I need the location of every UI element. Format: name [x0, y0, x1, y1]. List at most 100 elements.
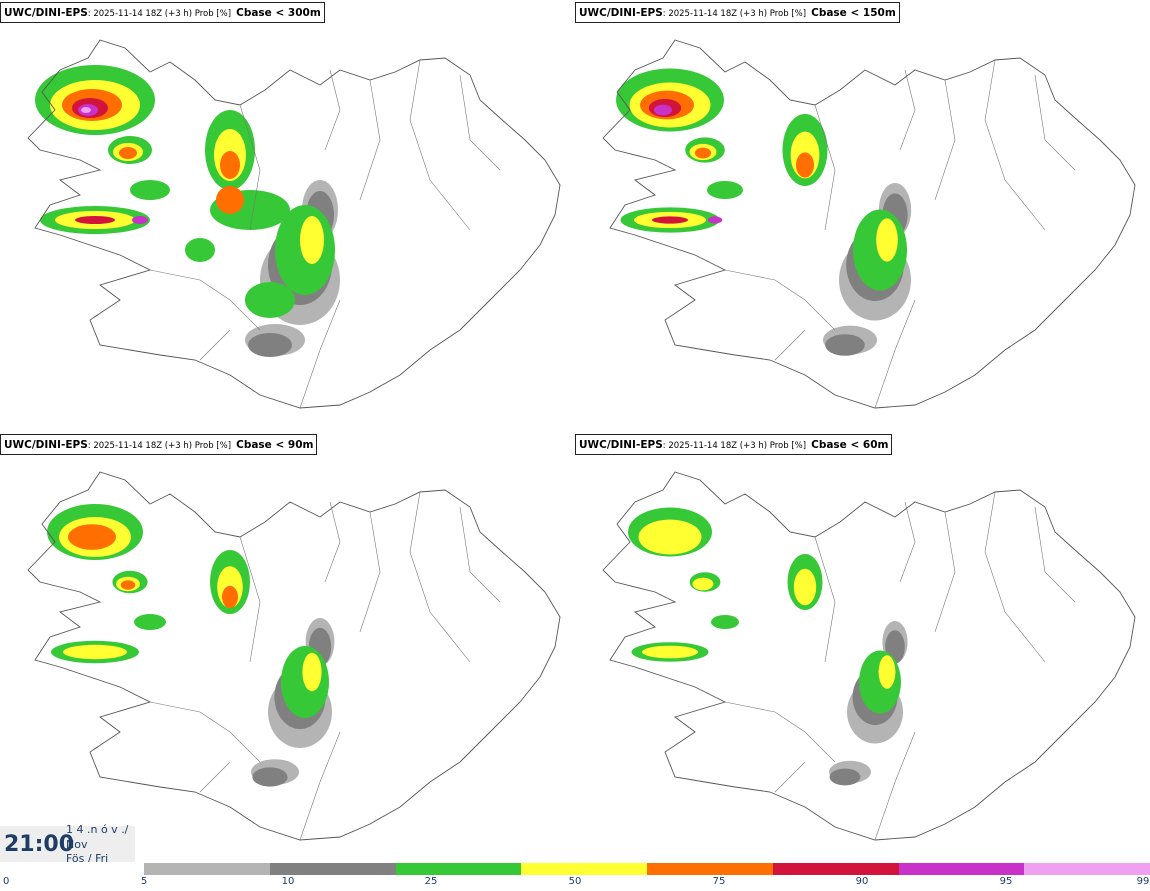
legend-tick-label: 90: [855, 876, 869, 887]
legend-tick-label: 5: [140, 876, 148, 887]
coastline: [602, 471, 1136, 841]
region-border: [239, 104, 261, 231]
legend-swatch: [521, 863, 647, 875]
region-border: [409, 59, 471, 231]
field-name: Cbase < 60m: [811, 439, 889, 451]
panel-top-left: UWC/DINI-EPS: 2025-11-14 18Z (+3 h) Prob…: [0, 0, 575, 432]
probability-area: [130, 180, 170, 200]
region-border: [934, 511, 956, 633]
field-name: Cbase < 150m: [811, 7, 896, 19]
region-border: [459, 506, 501, 603]
probability-area: [134, 614, 166, 630]
probability-area: [711, 615, 739, 629]
region-border: [149, 701, 261, 763]
legend-tick-label: 10: [281, 876, 295, 887]
coastline: [27, 39, 561, 409]
panel-title: UWC/DINI-EPS: 2025-11-14 18Z (+3 h) Prob…: [0, 434, 318, 455]
probability-area: [638, 519, 702, 555]
region-border: [324, 501, 341, 583]
map-top-right: [602, 39, 1136, 409]
probability-area: [652, 216, 688, 224]
probability-area: [216, 186, 244, 214]
valid-month: Nov: [66, 838, 88, 851]
region-border: [459, 74, 501, 171]
probability-area: [245, 282, 295, 318]
region-border: [774, 761, 806, 793]
probability-area: [119, 147, 137, 159]
probability-area: [707, 216, 723, 224]
valid-weekday: Fös / Fri: [66, 853, 109, 862]
probability-area: [654, 104, 672, 116]
color-legend-bar: [144, 863, 1150, 875]
region-border: [359, 79, 381, 201]
region-border: [814, 536, 836, 663]
panel-title: UWC/DINI-EPS: 2025-11-14 18Z (+3 h) Prob…: [575, 2, 900, 23]
region-border: [984, 59, 1046, 231]
legend-tick-label: 99: [1136, 876, 1150, 887]
probability-area: [63, 644, 127, 660]
probability-area: [876, 218, 898, 262]
region-border: [199, 329, 231, 361]
run-info: : 2025-11-14 18Z (+3 h) Prob [%]: [662, 441, 807, 451]
probability-area: [793, 568, 817, 606]
region-border: [724, 269, 836, 331]
valid-day: 1 4 .n ó v ./: [66, 823, 129, 836]
probability-area: [185, 238, 215, 262]
region-border: [239, 536, 261, 663]
run-info: : 2025-11-14 18Z (+3 h) Prob [%]: [87, 441, 232, 451]
legend-swatch: [395, 863, 522, 875]
legend-swatch: [269, 863, 396, 875]
probability-area: [878, 655, 896, 689]
panel-bottom-left: UWC/DINI-EPS: 2025-11-14 18Z (+3 h) Prob…: [0, 432, 575, 864]
model-name: UWC/DINI-EPS: [4, 439, 88, 451]
coastline: [27, 471, 561, 841]
probability-area: [796, 152, 814, 178]
run-info: : 2025-11-14 18Z (+3 h) Prob [%]: [662, 9, 807, 19]
legend-swatch: [144, 863, 270, 875]
legend-swatch: [772, 863, 899, 875]
probability-area: [120, 580, 136, 590]
region-border: [874, 731, 916, 841]
coastline: [602, 39, 1136, 409]
valid-hour: 21:00: [4, 832, 75, 857]
legend-tick-label: 25: [424, 876, 438, 887]
panel-top-right: UWC/DINI-EPS: 2025-11-14 18Z (+3 h) Prob…: [575, 0, 1150, 432]
region-border: [984, 491, 1046, 663]
probability-area: [829, 768, 861, 786]
probability-area: [302, 652, 322, 692]
region-border: [324, 69, 341, 151]
region-border: [1034, 506, 1076, 603]
map-bottom-right: [602, 471, 1136, 841]
model-name: UWC/DINI-EPS: [579, 7, 663, 19]
valid-time-box: 21:00 1 4 .n ó v ./ Nov Fös / Fri: [0, 823, 135, 862]
probability-area: [248, 333, 292, 357]
region-border: [299, 731, 341, 841]
panel-title: UWC/DINI-EPS: 2025-11-14 18Z (+3 h) Prob…: [0, 2, 325, 23]
probability-area: [68, 524, 116, 550]
region-border: [724, 701, 836, 763]
region-border: [199, 761, 231, 793]
region-border: [899, 69, 916, 151]
legend-tick-label: 75: [712, 876, 726, 887]
probability-area: [81, 107, 91, 113]
legend-ticks: 0 5 10 25 50 75 90 95 99: [0, 876, 1150, 891]
probability-area: [252, 767, 288, 787]
region-border: [359, 511, 381, 633]
probability-area: [859, 650, 901, 714]
legend-tick-label: 0: [3, 876, 10, 887]
field-name: Cbase < 90m: [236, 439, 314, 451]
probability-area: [692, 577, 714, 591]
map-bottom-left: [27, 471, 561, 841]
probability-area: [75, 216, 115, 224]
region-border: [934, 79, 956, 201]
probability-area: [707, 181, 743, 199]
probability-area: [694, 147, 712, 159]
panel-title: UWC/DINI-EPS: 2025-11-14 18Z (+3 h) Prob…: [575, 434, 893, 455]
model-name: UWC/DINI-EPS: [4, 7, 88, 19]
region-border: [149, 269, 261, 331]
region-border: [814, 104, 836, 231]
probability-area: [220, 151, 240, 179]
legend-swatch: [898, 863, 1025, 875]
probability-area: [642, 645, 698, 659]
probability-area: [300, 216, 324, 264]
